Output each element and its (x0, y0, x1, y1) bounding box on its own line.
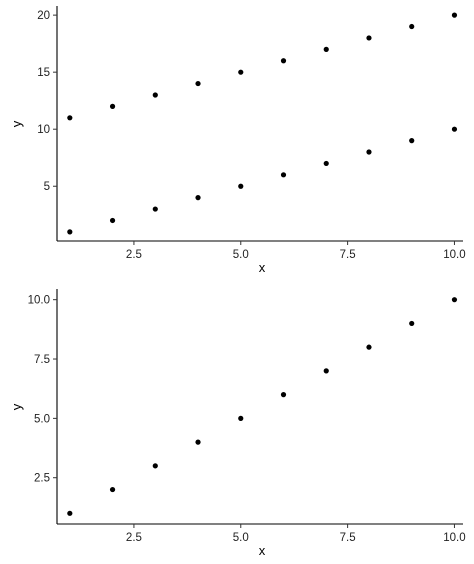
top-data-point (451, 12, 458, 18)
top-data-point (280, 172, 287, 178)
top-data-point (366, 149, 372, 155)
top-data-point (67, 229, 73, 235)
top-data-point (366, 35, 372, 41)
bottom-data-point (238, 415, 244, 421)
top-x-axis-title: x (259, 260, 266, 275)
bottom-data-point (451, 297, 458, 303)
bottom-x-tick-label: 7.5 (340, 532, 356, 544)
top-data-point (323, 46, 329, 52)
top-data-point (152, 206, 158, 212)
top-data-point (109, 103, 116, 109)
bottom-x-tick-label: 10.0 (443, 532, 465, 544)
top-x-tick-label: 5.0 (233, 249, 249, 261)
top-y-tick-label: 20 (37, 10, 50, 22)
bottom-x-axis-title: x (259, 543, 266, 558)
bottom-x-tick-label: 5.0 (233, 532, 249, 544)
top-data-point (195, 195, 201, 201)
top-data-point (409, 23, 415, 30)
top-data-point (323, 160, 329, 167)
top-x-tick-label: 10.0 (443, 249, 465, 261)
bottom-y-axis-title: y (9, 403, 24, 410)
bottom-data-point (409, 320, 415, 327)
top-data-point (152, 92, 158, 98)
top-scatter-panel: x y 2.5 5.0 7.5 10.0 5 10 15 20 (9, 6, 466, 275)
bottom-data-point (109, 486, 116, 493)
bottom-y-tick-label: 2.5 (34, 473, 50, 485)
bottom-y-tick-label: 7.5 (34, 354, 50, 366)
top-data-point (451, 126, 458, 132)
top-y-tick-label: 10 (37, 124, 50, 136)
bottom-y-tick-label: 10.0 (28, 295, 50, 307)
top-x-tick-label: 2.5 (126, 249, 142, 261)
top-data-point (280, 58, 287, 64)
bottom-data-point (152, 463, 158, 469)
top-data-point (67, 115, 73, 121)
top-data-point (238, 69, 244, 75)
bottom-scatter-panel: x y 2.5 5.0 7.5 10.0 2.5 5.0 7.5 10.0 (9, 289, 466, 558)
bottom-data-point (366, 344, 372, 350)
top-y-axis-title: y (9, 120, 24, 127)
top-y-tick-label: 5 (44, 181, 50, 193)
top-data-point (195, 80, 201, 87)
bottom-data-point (323, 368, 329, 374)
bottom-data-point (195, 439, 201, 445)
top-y-tick-label: 15 (37, 67, 50, 79)
top-x-tick-label: 7.5 (340, 249, 356, 261)
top-data-point (238, 183, 244, 189)
top-data-point (109, 217, 116, 224)
bottom-y-tick-label: 5.0 (34, 413, 50, 425)
bottom-data-point (67, 510, 73, 516)
bottom-x-tick-label: 2.5 (126, 532, 142, 544)
top-data-point (409, 138, 415, 144)
bottom-data-point (280, 392, 287, 398)
